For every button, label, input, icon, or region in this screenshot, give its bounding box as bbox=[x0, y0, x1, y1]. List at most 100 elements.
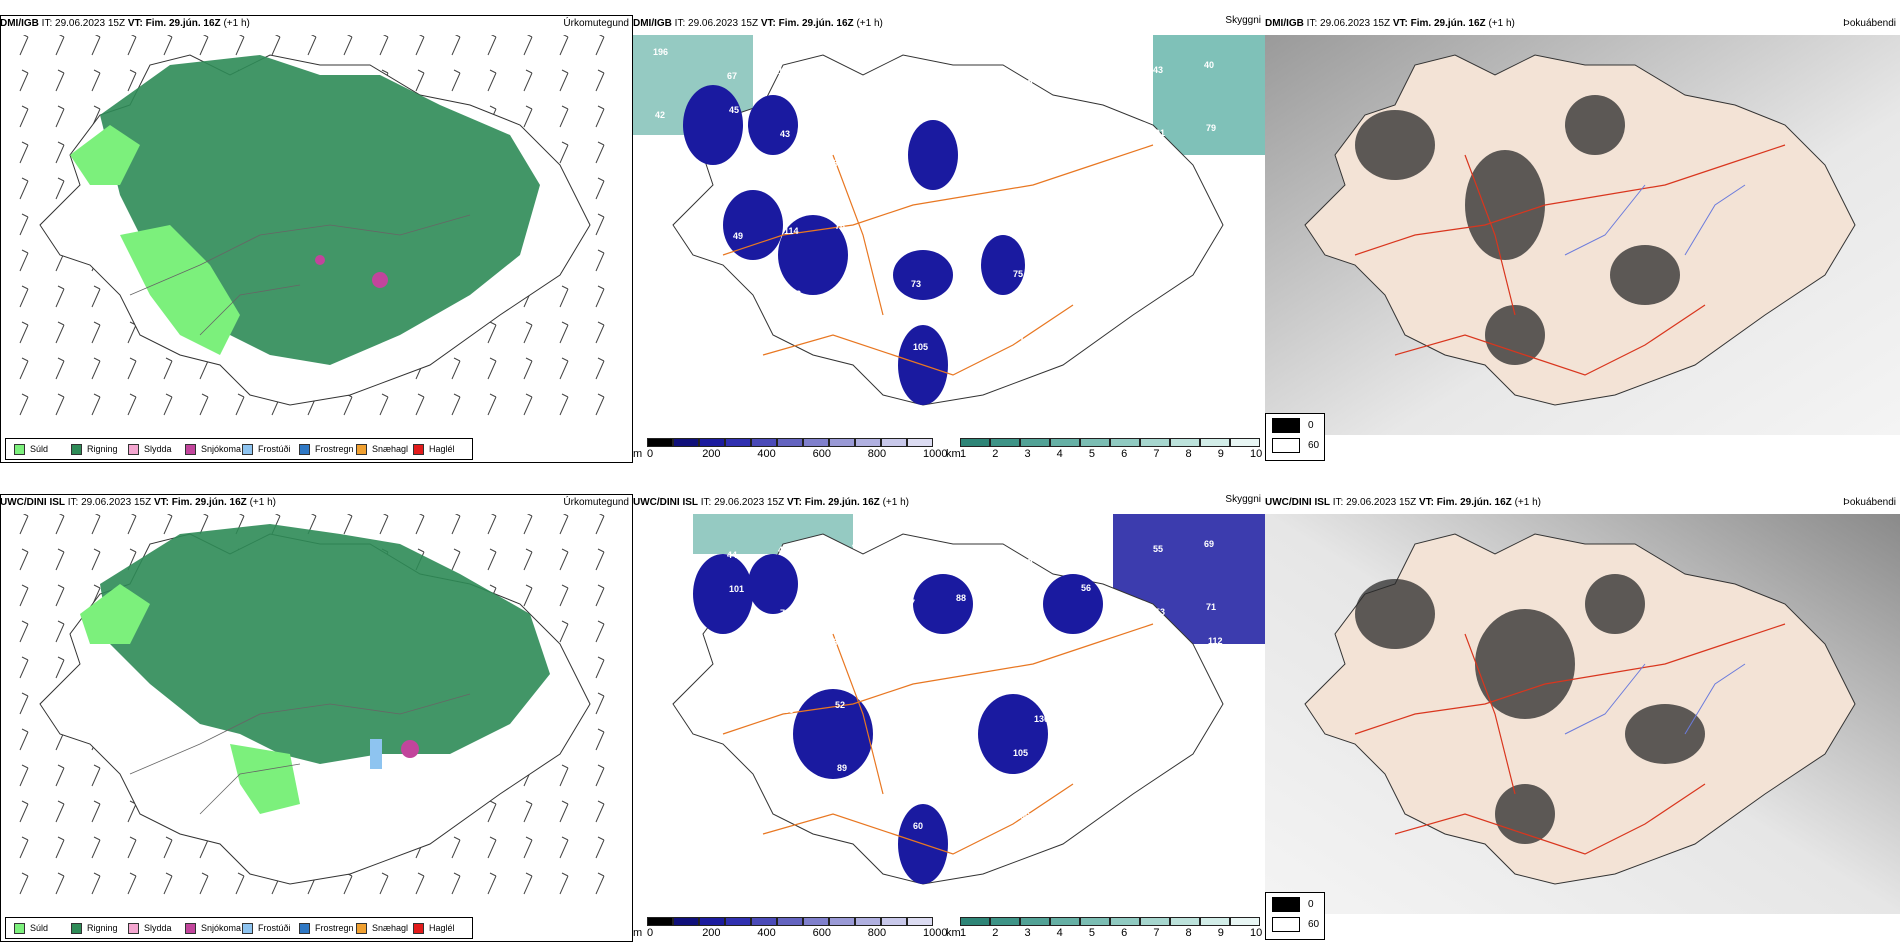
legend-label: Slydda bbox=[144, 923, 172, 933]
model-name: UWC/DINI ISL bbox=[0, 497, 65, 508]
visibility-value: 262 bbox=[964, 337, 979, 347]
legend-label: Súld bbox=[30, 923, 49, 933]
wind-barb bbox=[163, 872, 173, 895]
visibility-value: 58 bbox=[907, 182, 917, 192]
visibility-value: 57 bbox=[1030, 588, 1040, 598]
height-scale: m 0 200 400 600 800 1000 bbox=[633, 438, 947, 462]
wind-barb bbox=[55, 141, 65, 164]
wind-barb bbox=[199, 35, 209, 56]
legend-label: Snæhagl bbox=[372, 444, 409, 454]
legend-label: Rigning bbox=[87, 923, 118, 933]
panel-header: DMI/IGB IT: 29.06.2023 15Z VT: Fim. 29.j… bbox=[0, 16, 633, 32]
visibility-value: 79 bbox=[1206, 123, 1216, 133]
wind-barb bbox=[55, 105, 65, 128]
legend-swatch bbox=[356, 444, 367, 456]
visibility-value: 39 bbox=[784, 705, 794, 715]
wind-barb bbox=[127, 69, 137, 92]
panel-header: UWC/DINI ISL IT: 29.06.2023 15Z VT: Fim.… bbox=[0, 495, 633, 511]
wind-barb bbox=[19, 836, 29, 859]
visibility-value: 44 bbox=[1081, 104, 1091, 114]
legend-label: Snjókoma bbox=[201, 923, 242, 933]
scale-tick-label: 7 bbox=[1153, 927, 1160, 939]
visibility-value: 52 bbox=[1079, 70, 1089, 80]
wind-barb bbox=[91, 872, 101, 895]
model-name: DMI/IGB bbox=[633, 18, 672, 29]
visibility-value: 56 bbox=[1081, 583, 1091, 593]
wind-barb bbox=[523, 514, 533, 535]
visibility-value: 120 bbox=[1214, 346, 1229, 356]
wind-barb bbox=[559, 35, 569, 56]
wind-barb bbox=[343, 35, 353, 56]
legend-label: Haglél bbox=[429, 444, 455, 454]
visibility-value: 47 bbox=[1028, 554, 1038, 564]
cloud-legend-swatch bbox=[1272, 438, 1300, 453]
legend-swatch bbox=[185, 923, 196, 935]
wind-barb bbox=[559, 105, 569, 128]
scale-segment bbox=[1230, 917, 1260, 926]
visibility-value: 87 bbox=[714, 807, 724, 817]
visibility-value: 45 bbox=[653, 526, 663, 536]
visibility-value: 76 bbox=[835, 221, 845, 231]
visibility-value: 233 bbox=[1089, 327, 1104, 337]
legend-item-snjókoma: Snjókoma bbox=[185, 443, 242, 456]
wind-barb bbox=[559, 764, 569, 787]
wind-barb bbox=[559, 285, 569, 308]
wind-barb bbox=[55, 69, 65, 92]
wind-barb bbox=[523, 321, 533, 344]
roads bbox=[1354, 144, 1786, 376]
wind-barb bbox=[487, 548, 497, 571]
panel-header: UWC/DINI ISL IT: 29.06.2023 15Z VT: Fim.… bbox=[633, 494, 1265, 511]
visibility-value: 47 bbox=[958, 656, 968, 666]
scale-segment bbox=[1140, 917, 1170, 926]
visibility-value: 54 bbox=[1032, 172, 1042, 182]
visibility-value: 43 bbox=[839, 347, 849, 357]
legend-swatch bbox=[413, 923, 424, 935]
scale-tick-label: 400 bbox=[757, 448, 776, 460]
precip-panel-row1: DMI/IGB IT: 29.06.2023 15Z VT: Fim. 29.j… bbox=[0, 11, 633, 463]
visibility-value: 44 bbox=[1028, 75, 1038, 85]
visibility-value: 36 bbox=[790, 386, 800, 396]
scale-tick-label: 10 bbox=[1250, 927, 1263, 939]
scale-tick-label: 800 bbox=[867, 927, 887, 939]
lead-offset: (+1 h) bbox=[882, 497, 909, 508]
scale-segment bbox=[1170, 917, 1200, 926]
lead-offset: (+1 h) bbox=[223, 18, 250, 29]
wind-barb bbox=[91, 357, 101, 380]
wind-barb bbox=[595, 105, 605, 128]
model-name: UWC/DINI ISL bbox=[1265, 497, 1330, 508]
visibility-value: 35 bbox=[1089, 806, 1099, 816]
wind-barb bbox=[487, 872, 497, 895]
wind-barb bbox=[595, 213, 605, 236]
precip-panel-row2: UWC/DINI ISL IT: 29.06.2023 15Z VT: Fim.… bbox=[0, 490, 633, 942]
precip-map bbox=[19, 35, 605, 416]
visibility-value: 49 bbox=[731, 647, 741, 657]
scale-tick-label: 4 bbox=[1056, 448, 1063, 460]
wind-barb bbox=[595, 177, 605, 200]
init-time: IT: 29.06.2023 15Z bbox=[674, 18, 759, 29]
visibility-value: 228 bbox=[782, 163, 797, 173]
wind-barb bbox=[523, 105, 533, 128]
visibility-value: 44 bbox=[727, 550, 737, 560]
wind-barb bbox=[55, 836, 65, 859]
visibility-value: 40 bbox=[1083, 646, 1093, 656]
visibility-value: 69 bbox=[1085, 230, 1095, 240]
visibility-value: 105 bbox=[1013, 748, 1028, 758]
scale-segment bbox=[725, 917, 751, 926]
scale-segment bbox=[990, 917, 1020, 926]
scale-segment bbox=[881, 917, 907, 926]
scale-tick-label: 3 bbox=[1024, 927, 1031, 939]
legend-swatch bbox=[242, 444, 253, 456]
scale-tick-label: 1000 bbox=[923, 448, 948, 460]
wind-barb bbox=[595, 728, 605, 751]
wind-barb bbox=[595, 800, 605, 823]
visibility-map: 196 67 166 62 57 44 44 52 43 40 42 45 43 47 40 39 48 44 91… bbox=[633, 35, 1265, 406]
valid-time: VT: Fim. 29.jún. 16Z bbox=[127, 18, 221, 29]
wind-barb bbox=[559, 584, 569, 607]
visibility-value: 73 bbox=[911, 279, 921, 289]
iceland-land bbox=[1304, 54, 1856, 406]
model-name: DMI/IGB bbox=[1265, 18, 1304, 29]
legend-label: Snjókoma bbox=[201, 444, 242, 454]
wind-barb bbox=[451, 357, 461, 380]
wind-barb bbox=[451, 393, 461, 416]
wind-barb bbox=[523, 357, 533, 380]
